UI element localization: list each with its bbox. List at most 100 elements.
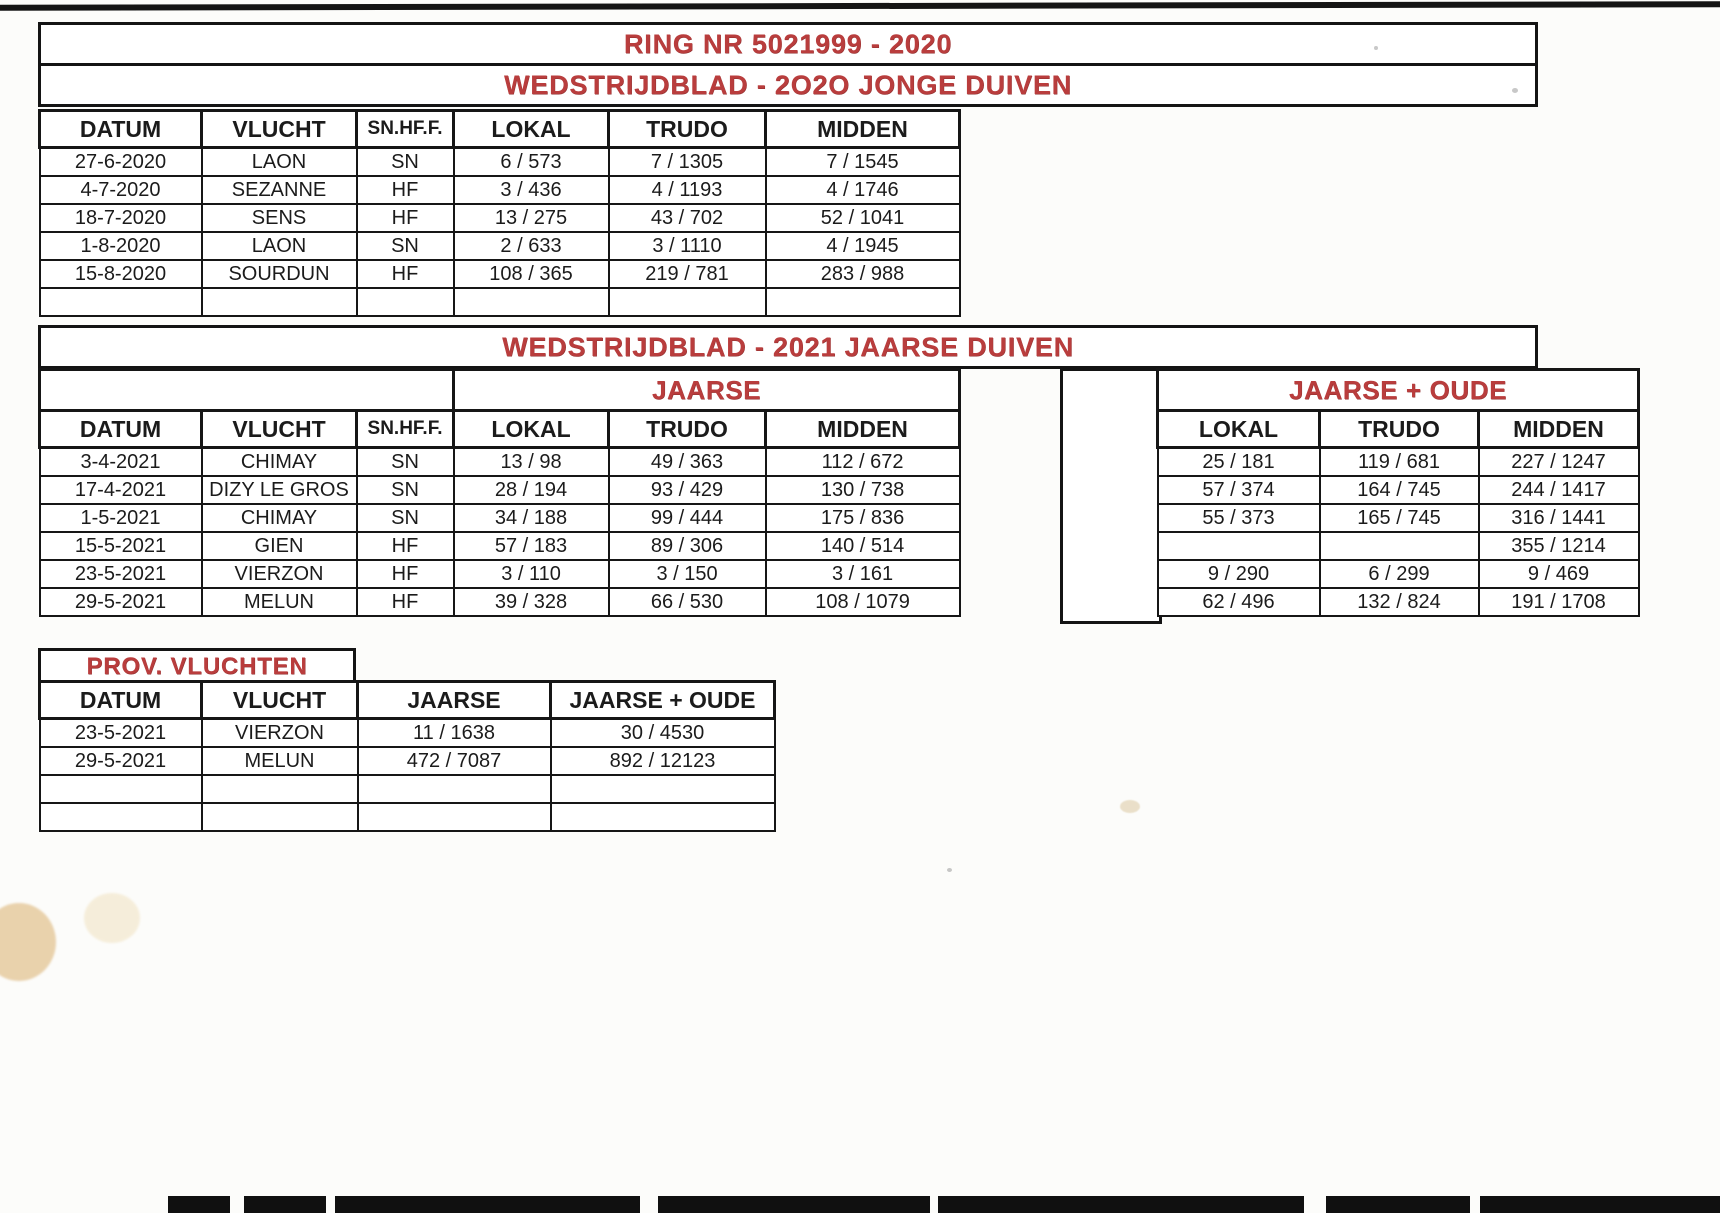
cell: 43 / 702 [607, 203, 767, 233]
cell: 132 / 824 [1318, 587, 1480, 617]
table-row: 1-5-2021 CHIMAY SN 34 / 188 99 / 444 175 / 83… [38, 503, 961, 533]
header-row: DATUM VLUCHT SN.HF.F. LOKAL TRUDO MIDDEN [38, 109, 961, 149]
table-row: 25 / 181 119 / 681 227 / 1247 [1156, 446, 1640, 477]
small-stain [1120, 800, 1140, 813]
col-header-jaarse-oude: JAARSE + OUDE [549, 680, 776, 720]
col-header-midden: MIDDEN [764, 409, 962, 449]
table-row: 23-5-2021 VIERZON 11 / 1638 30 / 4530 [38, 717, 776, 748]
table-row: 23-5-2021 VIERZON HF 3 / 110 3 / 150 3 / 161 [38, 559, 961, 589]
cell: 13 / 98 [452, 446, 610, 477]
cell: 18-7-2020 [38, 203, 203, 233]
ring-number-banner: RING NR 5021999 - 2020 [41, 25, 1535, 63]
cell: 108 / 365 [452, 259, 610, 289]
cell: SENS [200, 203, 358, 233]
col-header-lokal: LOKAL [452, 409, 611, 449]
col-header-snhff: SN.HF.F. [354, 409, 456, 449]
cell: HF [355, 175, 455, 205]
cell [38, 287, 203, 317]
cell: DIZY LE GROS [200, 475, 358, 505]
cell: 244 / 1417 [1477, 475, 1640, 505]
cell: 191 / 1708 [1477, 587, 1640, 617]
sheet-2020-title: WEDSTRIJDBLAD - 2O2O JONGE DUIVEN [504, 69, 1072, 100]
cell: HF [355, 259, 455, 289]
prov-vluchten-title: PROV. VLUCHTEN [86, 653, 308, 680]
cell [38, 774, 203, 804]
cell: 164 / 745 [1318, 475, 1480, 505]
cell [764, 287, 961, 317]
cell [549, 802, 776, 832]
cell: LAON [200, 146, 358, 177]
cell: SN [355, 446, 455, 477]
cell [1156, 531, 1321, 561]
cell: 49 / 363 [607, 446, 767, 477]
cell: 6 / 573 [452, 146, 610, 177]
cell: 7 / 1305 [607, 146, 767, 177]
cell: 29-5-2021 [38, 746, 203, 776]
sheet-2020-banner: WEDSTRIJDBLAD - 2O2O JONGE DUIVEN [41, 63, 1535, 104]
table-row: 355 / 1214 [1156, 531, 1640, 561]
cell: CHIMAY [200, 446, 358, 477]
cell: 3-4-2021 [38, 446, 203, 477]
table-row: 3-4-2021 CHIMAY SN 13 / 98 49 / 363 112 / 672 [38, 446, 961, 477]
cell: 23-5-2021 [38, 559, 203, 589]
table-row: 57 / 374 164 / 745 244 / 1417 [1156, 475, 1640, 505]
cell: VIERZON [200, 717, 359, 748]
cell: MELUN [200, 746, 359, 776]
cell: LAON [200, 231, 358, 261]
table-row: 15-5-2021 GIEN HF 57 / 183 89 / 306 140 / 514 [38, 531, 961, 561]
cell: 15-5-2021 [38, 531, 203, 561]
col-header-midden: MIDDEN [764, 109, 961, 149]
cell: 7 / 1545 [764, 146, 961, 177]
cell: 119 / 681 [1318, 446, 1480, 477]
col-header-midden: MIDDEN [1477, 409, 1640, 449]
prov-vluchten-title-box: PROV. VLUCHTEN [38, 648, 356, 686]
col-header-datum: DATUM [38, 109, 203, 149]
col-header-trudo: TRUDO [1318, 409, 1480, 449]
col-header-trudo: TRUDO [607, 109, 767, 149]
cell: 28 / 194 [452, 475, 610, 505]
col-header-vlucht: VLUCHT [200, 680, 359, 720]
col-header-datum: DATUM [38, 680, 203, 720]
table-row [38, 774, 776, 804]
cell: 227 / 1247 [1477, 446, 1640, 477]
cell: SN [355, 231, 455, 261]
cell: 99 / 444 [607, 503, 767, 533]
cell [38, 802, 203, 832]
table-2020-jonge-duiven: DATUM VLUCHT SN.HF.F. LOKAL TRUDO MIDDEN… [38, 109, 961, 317]
cell: 283 / 988 [764, 259, 961, 289]
coffee-stain [0, 903, 56, 981]
cell: 9 / 469 [1477, 559, 1640, 589]
cell: 17-4-2021 [38, 475, 203, 505]
cell: 9 / 290 [1156, 559, 1321, 589]
table-row [38, 287, 961, 317]
col-header-vlucht: VLUCHT [200, 409, 358, 449]
cell: 1-5-2021 [38, 503, 203, 533]
group-header-row: JAARSE + OUDE [1156, 368, 1640, 412]
cell: 13 / 275 [452, 203, 610, 233]
cell: 108 / 1079 [764, 587, 961, 617]
cell: HF [355, 587, 455, 617]
cell: SN [355, 146, 455, 177]
cell [200, 287, 358, 317]
table-row: 29-5-2021 MELUN 472 / 7087 892 / 12123 [38, 746, 776, 776]
scan-top-edge-line [0, 1, 1720, 11]
table-row: 18-7-2020 SENS HF 13 / 275 43 / 702 52 / 1041 [38, 203, 961, 233]
cell [607, 287, 767, 317]
group-header-jaarse-oude: JAARSE + OUDE [1156, 368, 1640, 412]
cell: 219 / 781 [607, 259, 767, 289]
cell [200, 774, 359, 804]
cell: VIERZON [200, 559, 358, 589]
table-row: 9 / 290 6 / 299 9 / 469 [1156, 559, 1640, 589]
cell: 29-5-2021 [38, 587, 203, 617]
cell: HF [355, 559, 455, 589]
scan-speck [947, 868, 952, 872]
cell: 57 / 183 [452, 531, 610, 561]
cell: SOURDUN [200, 259, 358, 289]
cell: 23-5-2021 [38, 717, 203, 748]
cell: 3 / 161 [764, 559, 961, 589]
cell: 6 / 299 [1318, 559, 1480, 589]
cell [1318, 531, 1480, 561]
empty-spacer-cell [1060, 368, 1162, 624]
cell: 892 / 12123 [549, 746, 776, 776]
